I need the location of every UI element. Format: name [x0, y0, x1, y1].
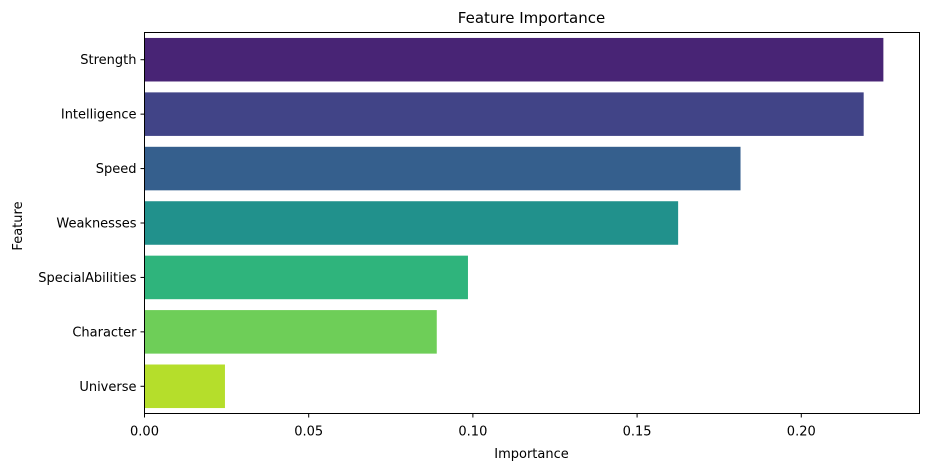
bar-specialabilities [144, 255, 468, 300]
y-tick-label: Speed [96, 162, 137, 177]
y-tick-label: Universe [79, 380, 136, 395]
x-tick-label: 0.20 [787, 425, 816, 440]
bar-weaknesses [144, 201, 679, 245]
y-tick-label: Weaknesses [56, 217, 136, 232]
x-tick-label: 0.05 [294, 425, 323, 440]
y-axis-label: Feature [11, 201, 26, 250]
x-axis-label: Importance [494, 447, 569, 462]
bar-speed [144, 146, 741, 191]
y-tick-label: SpecialAbilities [38, 271, 137, 286]
bar-universe [144, 364, 225, 409]
y-tick-label: Strength [80, 53, 136, 68]
y-tick-label: Intelligence [61, 108, 137, 123]
y-tick-group: Strength Intelligence Speed Weaknesses Speci… [38, 53, 145, 395]
bar-intelligence [144, 92, 864, 136]
x-tick-group: 0.00 0.05 0.10 0.15 0.20 [130, 413, 816, 440]
bar-strength [144, 37, 884, 82]
x-tick-label: 0.00 [130, 425, 159, 440]
bars-group [144, 37, 884, 409]
x-tick-label: 0.10 [458, 425, 487, 440]
plot-frame [144, 32, 920, 414]
x-tick-label: 0.15 [623, 425, 652, 440]
chart-title: Feature Importance [458, 9, 605, 27]
y-tick-label: Character [72, 325, 137, 340]
bar-character [144, 310, 437, 354]
